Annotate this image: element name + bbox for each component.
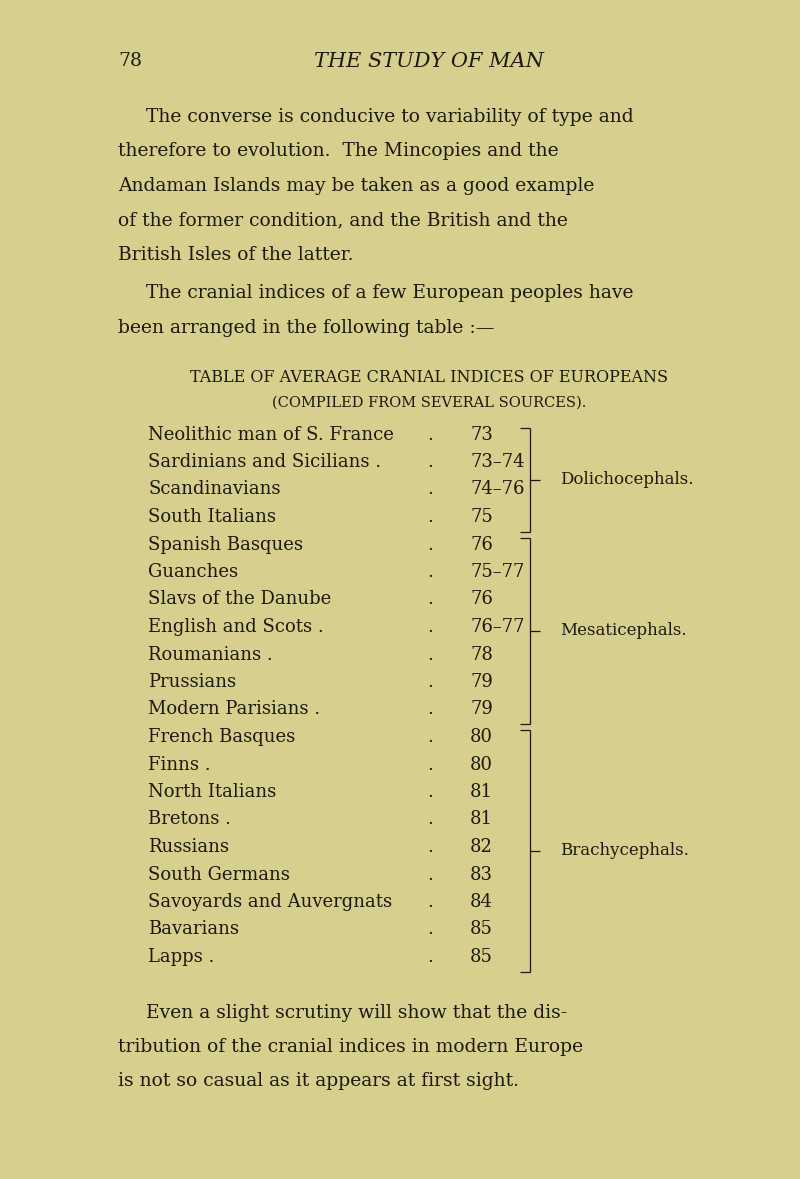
Text: .: . [427,564,433,581]
Text: .: . [427,865,433,883]
Text: Even a slight scrutiny will show that the dis-: Even a slight scrutiny will show that th… [146,1003,567,1021]
Text: .: . [427,810,433,829]
Text: Guanches: Guanches [148,564,238,581]
Text: 81: 81 [470,783,493,801]
Text: .: . [427,535,433,553]
Text: tribution of the cranial indices in modern Europe: tribution of the cranial indices in mode… [118,1038,583,1056]
Text: 73–74: 73–74 [470,453,525,470]
Text: 73: 73 [470,426,493,443]
Text: 82: 82 [470,838,493,856]
Text: 75: 75 [470,508,493,526]
Text: 84: 84 [470,893,493,911]
Text: .: . [427,838,433,856]
Text: Bretons .: Bretons . [148,810,231,829]
Text: Bavarians: Bavarians [148,921,239,938]
Text: .: . [427,893,433,911]
Text: .: . [427,426,433,443]
Text: Roumanians .: Roumanians . [148,645,273,664]
Text: The cranial indices of a few European peoples have: The cranial indices of a few European pe… [146,284,634,303]
Text: TABLE OF AVERAGE CRANIAL INDICES OF EUROPEANS: TABLE OF AVERAGE CRANIAL INDICES OF EURO… [190,369,668,387]
Text: 76: 76 [470,591,493,608]
Text: Lapps .: Lapps . [148,948,214,966]
Text: South Germans: South Germans [148,865,290,883]
Text: Scandinavians: Scandinavians [148,481,281,499]
Text: Andaman Islands may be taken as a good example: Andaman Islands may be taken as a good e… [118,177,594,195]
Text: .: . [427,673,433,691]
Text: .: . [427,783,433,801]
Text: of the former condition, and the British and the: of the former condition, and the British… [118,211,568,230]
Text: 79: 79 [470,673,493,691]
Text: Spanish Basques: Spanish Basques [148,535,303,553]
Text: been arranged in the following table :—: been arranged in the following table :— [118,320,494,337]
Text: British Isles of the latter.: British Isles of the latter. [118,246,354,264]
Text: Russians: Russians [148,838,229,856]
Text: .: . [427,481,433,499]
Text: 78: 78 [470,645,493,664]
Text: 78: 78 [118,52,142,70]
Text: .: . [427,508,433,526]
Text: The converse is conducive to variability of type and: The converse is conducive to variability… [146,108,634,126]
Text: therefore to evolution.  The Mincopies and the: therefore to evolution. The Mincopies an… [118,143,558,160]
Text: .: . [427,591,433,608]
Text: 76: 76 [470,535,493,553]
Text: 80: 80 [470,756,493,773]
Text: .: . [427,618,433,635]
Text: 75–77: 75–77 [470,564,524,581]
Text: 83: 83 [470,865,493,883]
Text: 80: 80 [470,727,493,746]
Text: Sardinians and Sicilians .: Sardinians and Sicilians . [148,453,381,470]
Text: French Basques: French Basques [148,727,295,746]
Text: Prussians: Prussians [148,673,236,691]
Text: Modern Parisians .: Modern Parisians . [148,700,320,718]
Text: Neolithic man of S. France: Neolithic man of S. France [148,426,394,443]
Text: Slavs of the Danube: Slavs of the Danube [148,591,331,608]
Text: Brachycephals.: Brachycephals. [560,842,689,859]
Text: Finns .: Finns . [148,756,210,773]
Text: North Italians: North Italians [148,783,276,801]
Text: 76–77: 76–77 [470,618,525,635]
Text: 81: 81 [470,810,493,829]
Text: THE STUDY OF MAN: THE STUDY OF MAN [314,52,544,71]
Text: (COMPILED FROM SEVERAL SOURCES).: (COMPILED FROM SEVERAL SOURCES). [272,395,586,409]
Text: .: . [427,645,433,664]
Text: English and Scots .: English and Scots . [148,618,324,635]
Text: .: . [427,453,433,470]
Text: South Italians: South Italians [148,508,276,526]
Text: is not so casual as it appears at first sight.: is not so casual as it appears at first … [118,1073,519,1091]
Text: 85: 85 [470,921,493,938]
Text: .: . [427,921,433,938]
Text: .: . [427,727,433,746]
Text: Savoyards and Auvergnats: Savoyards and Auvergnats [148,893,392,911]
Text: .: . [427,948,433,966]
Text: .: . [427,756,433,773]
Text: Dolichocephals.: Dolichocephals. [560,470,694,488]
Text: Mesaticephals.: Mesaticephals. [560,623,686,639]
Text: 85: 85 [470,948,493,966]
Text: .: . [427,700,433,718]
Text: 79: 79 [470,700,493,718]
Text: 74–76: 74–76 [470,481,525,499]
